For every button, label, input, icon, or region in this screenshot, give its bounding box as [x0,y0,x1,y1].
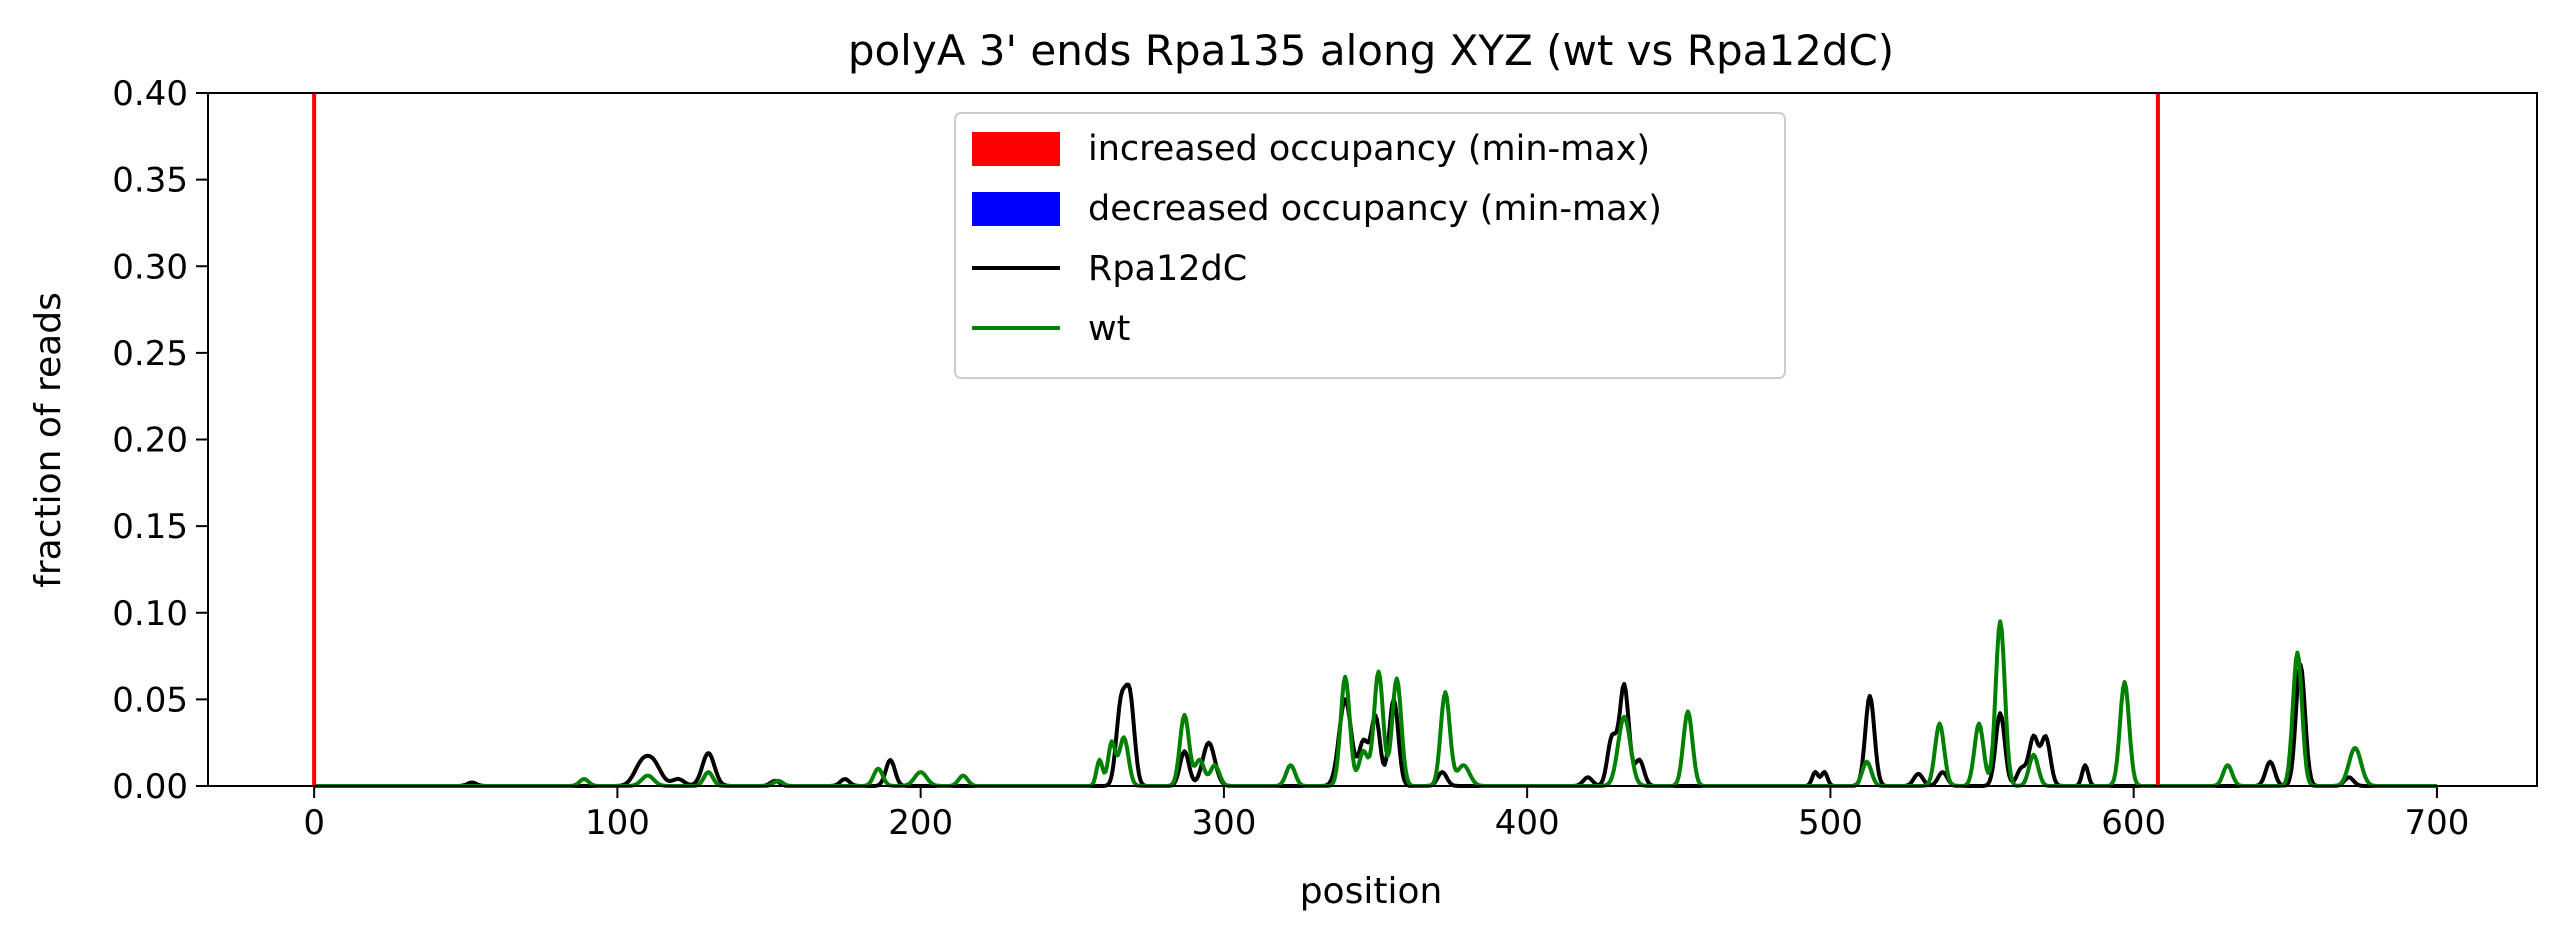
x-tick-label: 300 [1191,803,1256,843]
x-tick-label: 0 [303,803,325,843]
x-axis: 0 100 200 300 400 500 600 700 [303,786,2469,843]
legend-box [954,112,1786,379]
x-tick-label: 100 [585,803,650,843]
y-tick-label: 0.10 [112,594,188,634]
y-tick-label: 0.05 [112,680,188,720]
y-tick-label: 0.15 [112,507,188,547]
x-tick-label: 700 [2404,803,2469,843]
legend-swatch [972,192,1060,226]
x-tick-label: 400 [1495,803,1560,843]
x-tick-label: 500 [1798,803,1863,843]
legend-entry-label: decreased occupancy (min-max) [1088,189,1662,229]
legend-entry-label: Rpa12dC [1088,249,1247,289]
x-tick-label: 600 [2101,803,2166,843]
legend-swatch [972,132,1060,166]
chart-title: polyA 3' ends Rpa135 along XYZ (wt vs Rp… [848,26,1894,75]
y-tick-label: 0.35 [112,161,188,201]
y-axis-label: fraction of reads [28,292,69,588]
legend-entry-label: increased occupancy (min-max) [1088,129,1650,169]
y-tick-label: 0.20 [112,421,188,461]
y-tick-label: 0.00 [112,767,188,807]
x-tick-label: 200 [888,803,953,843]
legend: increased occupancy (min-max) decreased o… [954,112,1786,379]
y-tick-label: 0.25 [112,334,188,374]
series-line-wt [313,619,2438,788]
y-axis: 0.00 0.05 0.10 0.15 0.20 0.25 0.30 0.35 0.40 [112,74,208,807]
x-axis-label: position [1300,871,1443,912]
y-tick-label: 0.30 [112,247,188,287]
legend-entry-label: wt [1088,309,1130,349]
y-tick-label: 0.40 [112,74,188,114]
